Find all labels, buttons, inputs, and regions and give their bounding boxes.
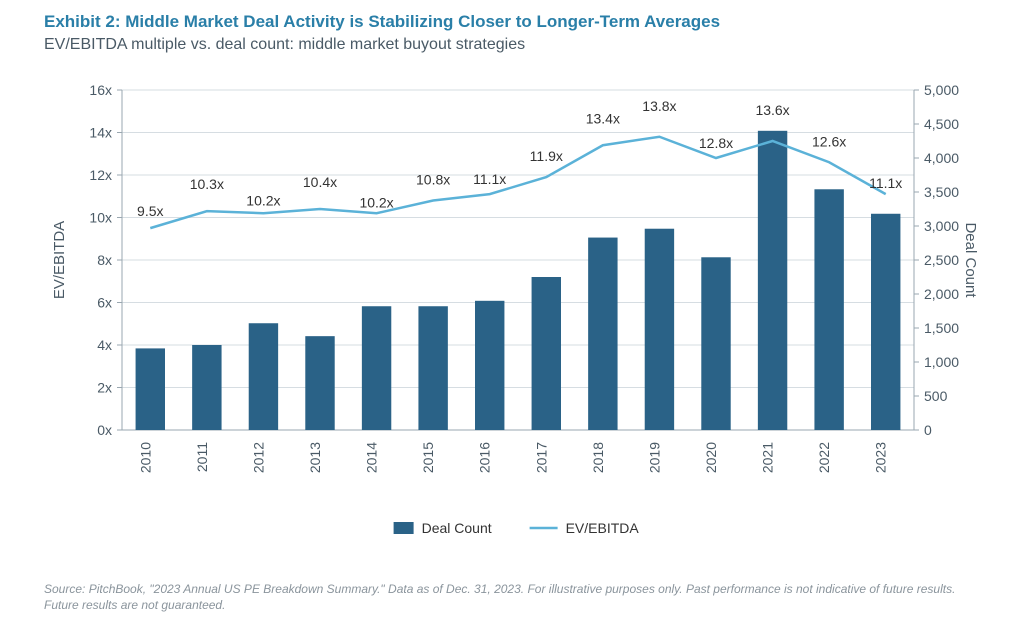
- svg-text:4,000: 4,000: [924, 150, 959, 166]
- bar: [249, 323, 278, 430]
- x-category-label: 2023: [873, 442, 889, 473]
- svg-text:10x: 10x: [89, 210, 112, 226]
- line-data-label: 10.3x: [190, 176, 224, 192]
- svg-text:3,000: 3,000: [924, 218, 959, 234]
- bar: [814, 189, 843, 430]
- bar: [701, 257, 730, 430]
- bar: [532, 277, 561, 430]
- legend-swatch-bar: [394, 522, 414, 534]
- bar: [305, 336, 334, 430]
- exhibit-container: Exhibit 2: Middle Market Deal Activity i…: [0, 0, 1024, 625]
- line-data-label: 11.9x: [530, 148, 563, 164]
- footnote-text: Source: PitchBook, "2023 Annual US PE Br…: [44, 581, 980, 613]
- bar: [758, 131, 787, 430]
- svg-text:2x: 2x: [97, 380, 112, 396]
- combo-chart: 0x 2x 4x 6x 8x 10x 12x 14x 16x 0 500 1,000 1,500 2,00…: [44, 70, 980, 570]
- line-data-label: 10.2x: [246, 192, 280, 208]
- svg-text:3,500: 3,500: [924, 184, 959, 200]
- x-category-label: 2011: [194, 442, 210, 472]
- line-data-label: 12.6x: [812, 133, 846, 149]
- bar: [362, 306, 391, 430]
- svg-text:6x: 6x: [97, 295, 112, 311]
- line-data-label: 13.6x: [755, 102, 789, 118]
- line-data-label: 10.4x: [303, 174, 337, 190]
- svg-text:2,500: 2,500: [924, 252, 959, 268]
- svg-text:4x: 4x: [97, 337, 112, 353]
- svg-text:500: 500: [924, 388, 948, 404]
- line-data-label: 9.5x: [137, 203, 163, 219]
- x-category-label: 2012: [250, 442, 266, 473]
- svg-text:8x: 8x: [97, 252, 112, 268]
- x-category-label: 2013: [307, 442, 323, 473]
- svg-text:0: 0: [924, 422, 932, 438]
- bar: [588, 238, 617, 430]
- svg-text:12x: 12x: [89, 167, 112, 183]
- x-category-label: 2020: [703, 442, 719, 473]
- x-category-label: 2016: [477, 442, 493, 473]
- x-category-label: 2019: [646, 442, 662, 473]
- line-data-label: 11.1x: [869, 175, 902, 191]
- bar: [871, 214, 900, 430]
- bar: [136, 348, 165, 430]
- svg-text:16x: 16x: [89, 82, 112, 98]
- line-data-label: 10.8x: [416, 172, 450, 188]
- x-category-label: 2015: [420, 442, 436, 473]
- x-category-label: 2018: [590, 442, 606, 473]
- svg-text:1,000: 1,000: [924, 354, 959, 370]
- svg-text:1,500: 1,500: [924, 320, 959, 336]
- svg-text:4,500: 4,500: [924, 116, 959, 132]
- x-category-label: 2014: [364, 442, 380, 473]
- line-data-label: 11.1x: [473, 171, 506, 187]
- x-category-label: 2017: [533, 442, 549, 473]
- line-data-label: 13.8x: [642, 98, 676, 114]
- bar: [192, 345, 221, 430]
- svg-text:14x: 14x: [89, 125, 112, 141]
- exhibit-title: Exhibit 2: Middle Market Deal Activity i…: [44, 12, 720, 32]
- exhibit-subtitle: EV/EBITDA multiple vs. deal count: middl…: [44, 36, 525, 54]
- svg-text:2,000: 2,000: [924, 286, 959, 302]
- line-data-label: 13.4x: [586, 110, 620, 126]
- legend-label: EV/EBITDA: [566, 520, 640, 536]
- chart-area: 0x 2x 4x 6x 8x 10x 12x 14x 16x 0 500 1,000 1,500 2,00…: [44, 70, 980, 570]
- legend-label: Deal Count: [422, 520, 492, 536]
- x-category-label: 2021: [760, 442, 776, 473]
- svg-text:5,000: 5,000: [924, 82, 959, 98]
- x-category-label: 2022: [816, 442, 832, 473]
- svg-text:0x: 0x: [97, 422, 112, 438]
- bar: [418, 306, 447, 430]
- y-left-axis-title: EV/EBITDA: [51, 221, 68, 299]
- line-data-label: 12.8x: [699, 135, 733, 151]
- line-data-label: 10.2x: [359, 194, 393, 210]
- x-category-label: 2010: [137, 442, 153, 473]
- bar: [645, 229, 674, 430]
- bar: [475, 301, 504, 430]
- y-right-axis-title: Deal Count: [962, 222, 979, 298]
